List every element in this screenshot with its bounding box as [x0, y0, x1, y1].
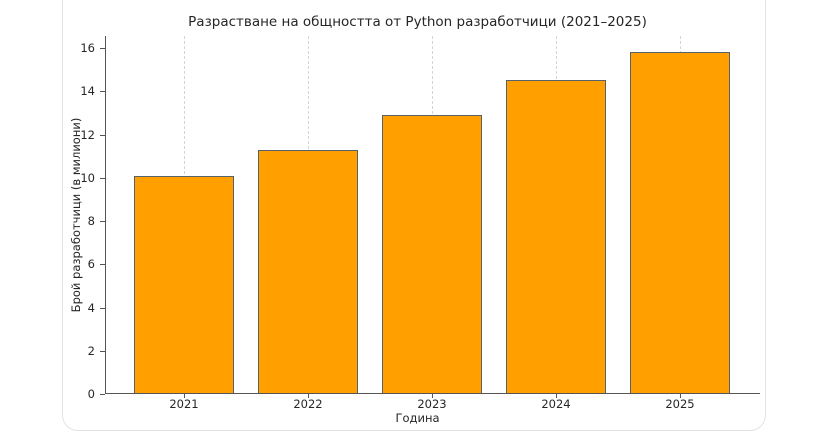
x-axis-line [105, 393, 760, 394]
bar-2023 [382, 115, 482, 394]
y-tick-label: 16 [80, 41, 95, 55]
x-tick-label: 2023 [417, 397, 447, 411]
y-tick [100, 177, 105, 179]
bar-2022 [258, 149, 358, 394]
y-tick-label: 14 [80, 84, 95, 99]
y-tick-label: 0 [87, 387, 95, 401]
x-tick [432, 394, 433, 398]
y-tick [100, 394, 105, 395]
x-axis-title: Година [395, 411, 440, 425]
chart-title: Разрастване на общността от Python разра… [188, 14, 647, 30]
y-tick-label: 10 [80, 170, 95, 185]
y-tick [100, 307, 105, 309]
y-tick-label: 6 [87, 257, 95, 272]
y-axis-line [105, 36, 106, 394]
x-tick-label: 2022 [293, 397, 323, 411]
x-tick [680, 394, 681, 398]
x-tick [308, 394, 309, 398]
bar-2024 [506, 80, 606, 394]
x-tick-label: 2025 [665, 397, 695, 411]
x-tick [184, 394, 185, 398]
y-tick [100, 221, 105, 222]
y-tick-label: 4 [87, 300, 95, 315]
y-tick-label: 12 [80, 127, 95, 142]
y-tick [100, 264, 105, 266]
y-tick [100, 48, 105, 49]
y-tick [100, 91, 105, 93]
x-tick [556, 394, 557, 398]
x-tick-label: 2024 [541, 397, 571, 411]
bar-2021 [134, 175, 234, 394]
bar-2025 [630, 52, 730, 394]
y-tick-label: 2 [87, 343, 95, 358]
y-tick [100, 134, 105, 136]
y-tick-label: 8 [87, 214, 95, 228]
y-axis-title: Брой разработчици (в милиони) [69, 117, 83, 313]
x-tick-label: 2021 [169, 397, 199, 411]
y-tick [100, 350, 105, 352]
